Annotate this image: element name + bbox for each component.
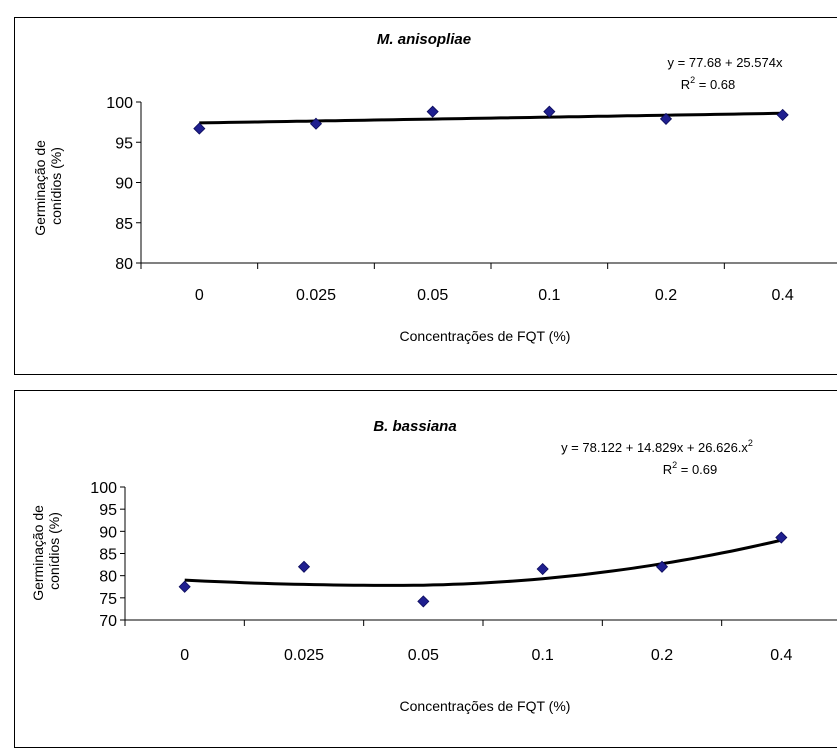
y-tick-label: 85 bbox=[115, 216, 133, 233]
trend-equation: y = 78.122 + 14.829x + 26.626.x2 bbox=[561, 438, 753, 455]
x-tick-label: 0 bbox=[195, 287, 204, 304]
trendline bbox=[199, 111, 783, 125]
data-point bbox=[426, 105, 439, 118]
x-tick-label: 0.1 bbox=[532, 647, 554, 664]
data-point bbox=[543, 105, 556, 118]
y-tick-label: 80 bbox=[99, 569, 117, 586]
y-tick-label: 80 bbox=[115, 256, 133, 273]
r-squared-label: R2 = 0.69 bbox=[663, 460, 718, 477]
data-point bbox=[417, 595, 430, 608]
data-point bbox=[297, 560, 311, 573]
x-tick-label: 0.025 bbox=[284, 647, 324, 664]
x-tick-label: 0.025 bbox=[296, 287, 336, 304]
y-tick-label: 85 bbox=[99, 547, 117, 564]
chart-anisopliae: M. anisopliae y = 77.68 + 25.574x R2 = 0… bbox=[32, 31, 837, 344]
x-tick-label: 0.05 bbox=[417, 287, 448, 304]
data-point bbox=[655, 560, 669, 573]
data-point bbox=[193, 122, 206, 135]
x-axis-label: Concentrações de FQT (%) bbox=[400, 698, 571, 714]
r-squared-label: R2 = 0.68 bbox=[681, 75, 736, 92]
y-tick-label: 90 bbox=[99, 524, 117, 541]
x-tick-label: 0 bbox=[180, 647, 189, 664]
data-point bbox=[775, 531, 788, 544]
x-tick-label: 0.2 bbox=[655, 287, 677, 304]
data-point bbox=[309, 117, 323, 130]
trend-equation: y = 77.68 + 25.574x bbox=[668, 55, 783, 70]
y-tick-label: 75 bbox=[99, 591, 117, 608]
data-point bbox=[659, 112, 673, 125]
y-axis-label: Germinação de conídios (%) bbox=[30, 501, 62, 601]
y-tick-label: 100 bbox=[90, 480, 117, 497]
x-tick-label: 0.2 bbox=[651, 647, 673, 664]
y-tick-label: 95 bbox=[115, 135, 133, 152]
x-tick-label: 0.4 bbox=[772, 287, 794, 304]
y-tick-label: 70 bbox=[99, 613, 117, 630]
data-point bbox=[776, 108, 789, 121]
x-tick-label: 0.4 bbox=[770, 647, 792, 664]
y-tick-label: 90 bbox=[115, 176, 133, 193]
chart-title: M. anisopliae bbox=[377, 31, 471, 48]
chart-title: B. bassiana bbox=[373, 418, 456, 435]
chart-panel-anisopliae: M. anisopliae y = 77.68 + 25.574x R2 = 0… bbox=[14, 17, 837, 375]
y-tick-label: 95 bbox=[99, 502, 117, 519]
data-point bbox=[178, 580, 191, 593]
x-tick-label: 0.1 bbox=[538, 287, 560, 304]
x-tick-label: 0.05 bbox=[408, 647, 439, 664]
trendline bbox=[184, 538, 782, 587]
data-point bbox=[536, 562, 549, 576]
y-axis-label: Germinação de conídios (%) bbox=[32, 136, 64, 236]
chart-bassiana: B. bassiana y = 78.122 + 14.829x + 26.62… bbox=[30, 418, 837, 714]
y-tick-label: 100 bbox=[106, 95, 133, 112]
x-axis-label: Concentrações de FQT (%) bbox=[400, 328, 571, 344]
chart-panel-bassiana: B. bassiana y = 78.122 + 14.829x + 26.62… bbox=[14, 390, 837, 748]
